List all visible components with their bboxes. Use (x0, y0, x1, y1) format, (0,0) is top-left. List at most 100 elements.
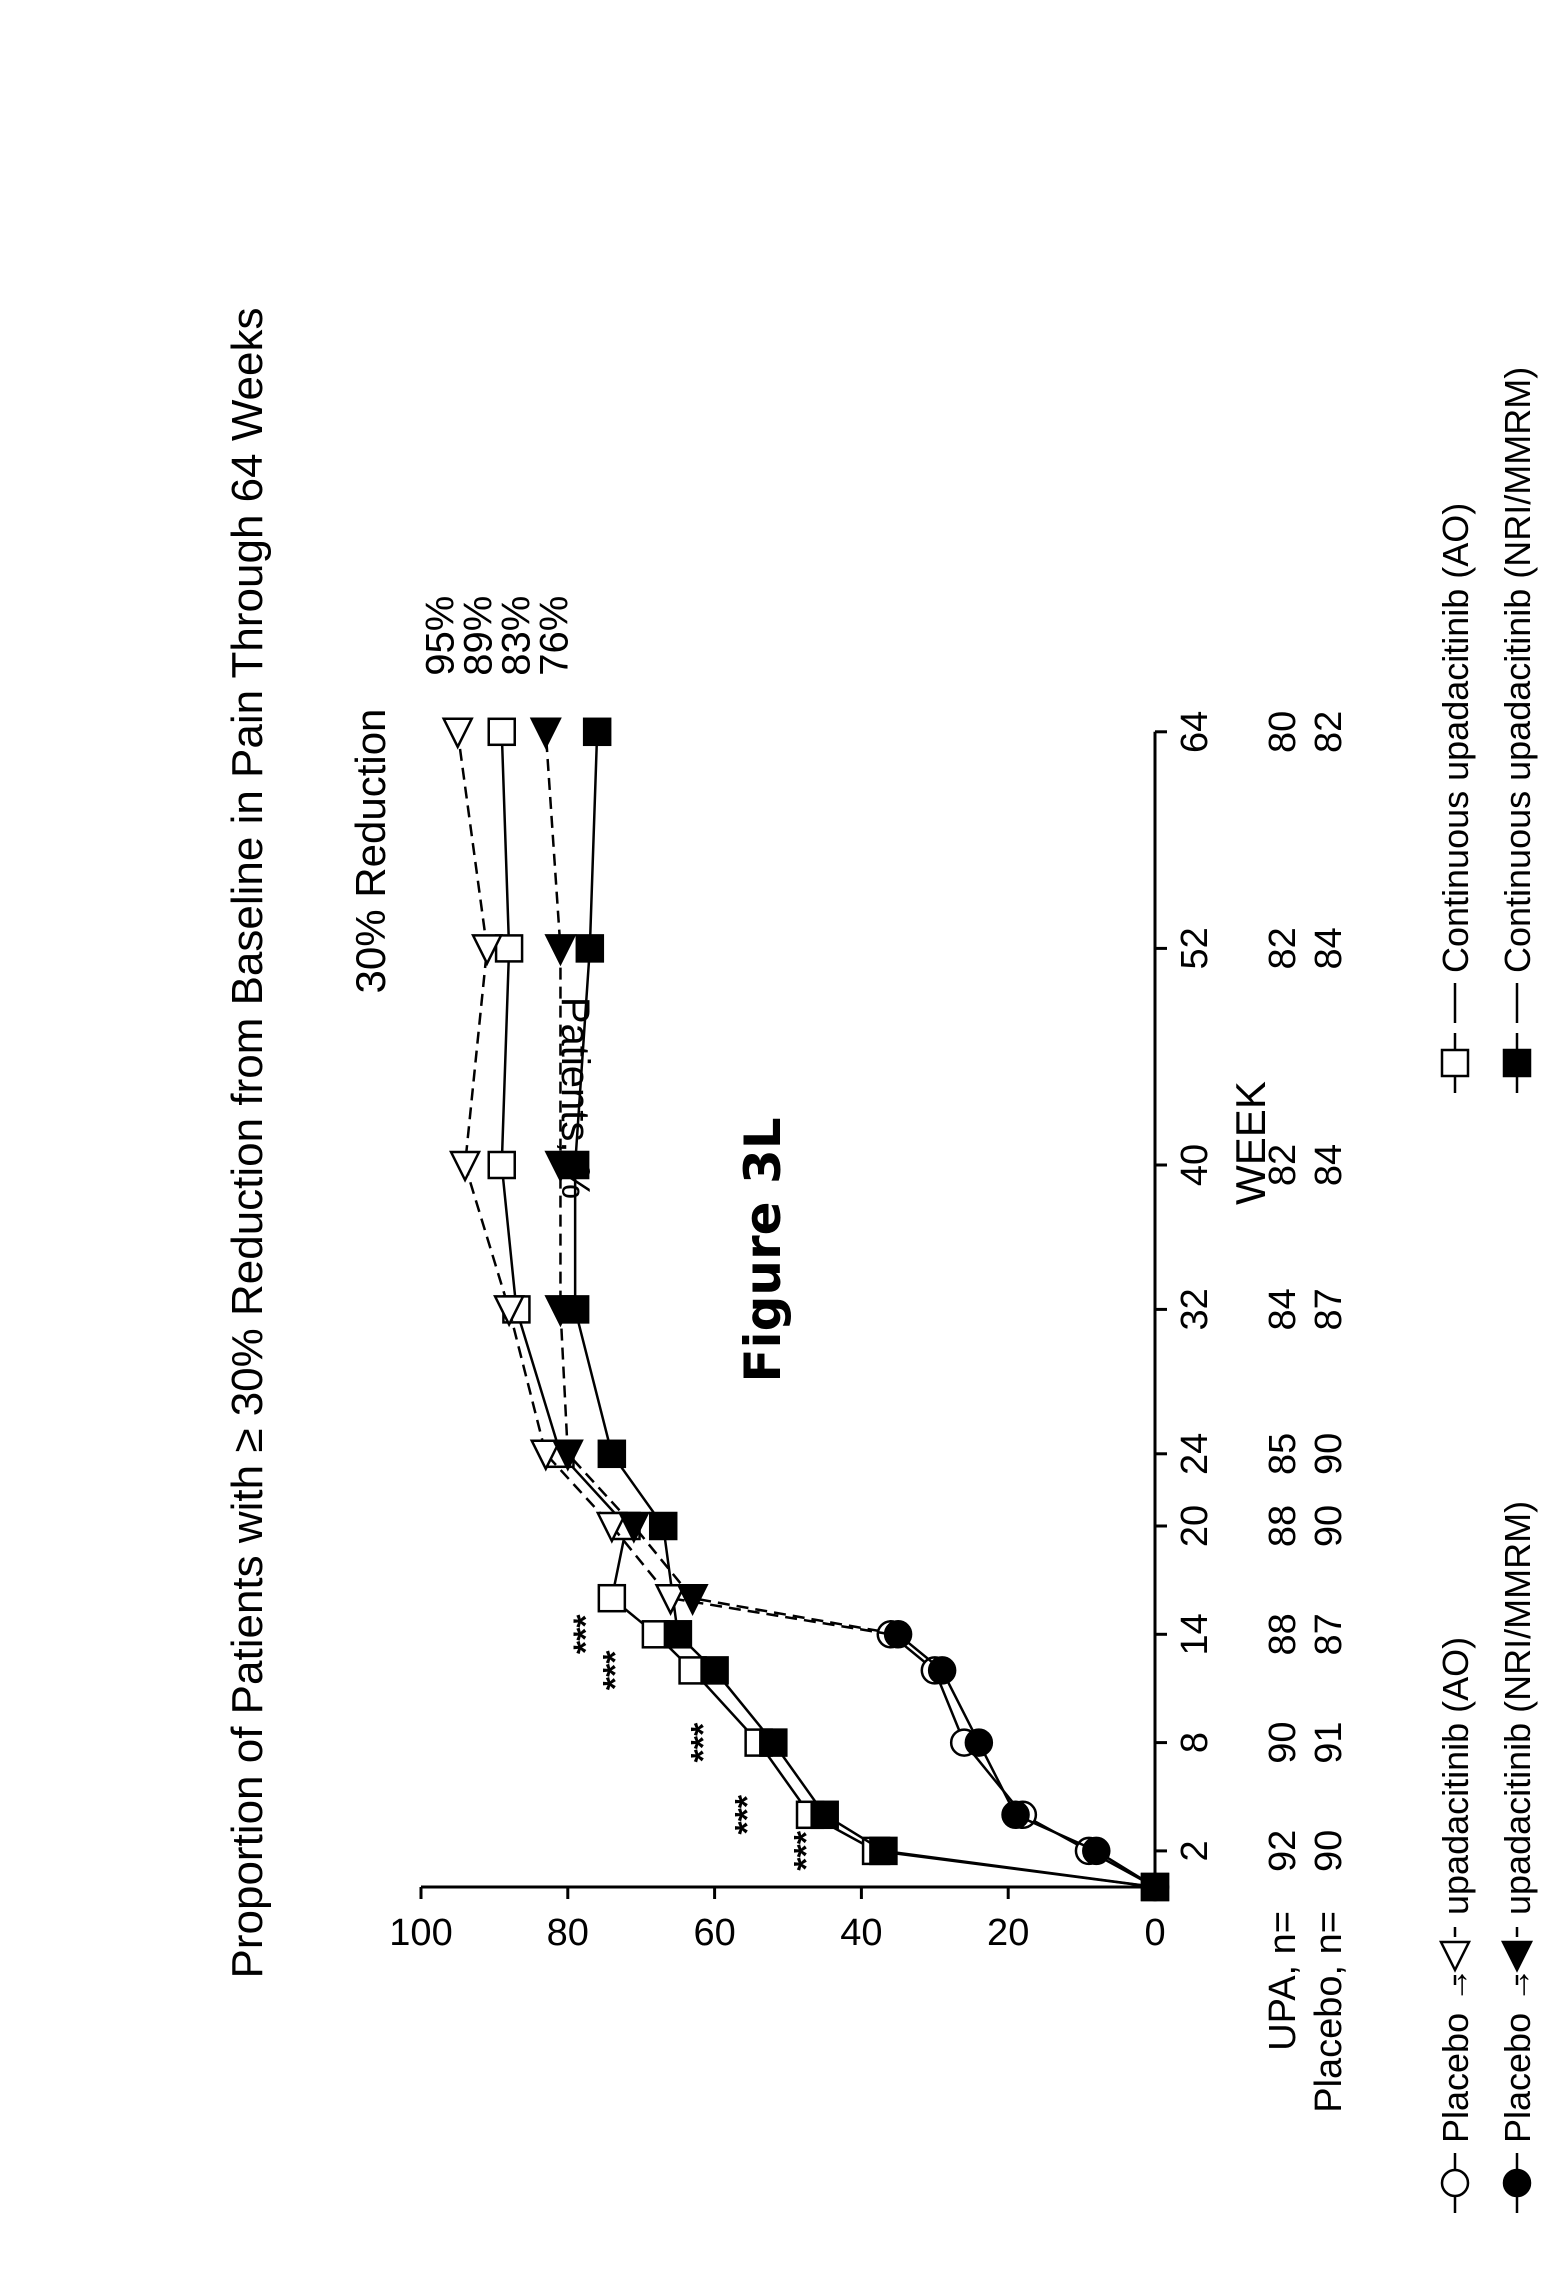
legend-text: upadacitinib (AO) (1435, 1637, 1476, 1915)
y-axis-tick-label: 80 (547, 1912, 589, 1954)
data-point (1140, 1872, 1170, 1902)
y-axis-tick-label: 40 (840, 1912, 882, 1954)
n-table-cell: 90 (1308, 1830, 1350, 1872)
rotated-plot: Proportion of Patients with ≥ 30% Reduct… (223, 308, 1538, 2213)
series-line (456, 731, 891, 1636)
data-point (964, 1728, 994, 1757)
significance-annotation: *** (685, 1722, 723, 1762)
n-table-cell: 84 (1308, 927, 1350, 969)
data-point (575, 934, 605, 963)
data-point (927, 1656, 957, 1685)
x-axis-tick-label: 40 (1174, 1144, 1216, 1186)
data-point (1082, 1836, 1111, 1866)
data-point (487, 1150, 516, 1180)
x-axis-tick-label: 64 (1174, 711, 1216, 753)
legend-symbol (1440, 2168, 1470, 2198)
chart-title: Proportion of Patients with ≥ 30% Reduct… (223, 308, 272, 1979)
y-axis-tick-label: 20 (987, 1912, 1029, 1954)
significance-annotation: *** (787, 1830, 825, 1870)
legend-prefix: Placebo → (1497, 1967, 1538, 2143)
n-table-cell: 82 (1308, 711, 1350, 753)
y-axis-tick-label: 60 (693, 1912, 735, 1954)
data-point (544, 1150, 577, 1183)
end-value-label: 89% (457, 596, 501, 676)
n-table-cell: 88 (1262, 1505, 1304, 1547)
n-table-row-label: UPA, n= (1262, 1911, 1304, 2051)
legend-symbol (1502, 1048, 1532, 1078)
x-axis-tick-label: 52 (1174, 927, 1216, 969)
n-table-cell: 90 (1262, 1721, 1304, 1763)
data-point (654, 1583, 687, 1616)
data-point (529, 1439, 562, 1472)
data-point (759, 1728, 788, 1757)
n-table-cell: 84 (1308, 1144, 1350, 1186)
data-point (1001, 1800, 1030, 1830)
data-point (551, 1439, 584, 1472)
legend-text: Continuous upadacitinib (AO) (1435, 503, 1476, 973)
data-point (493, 1295, 526, 1328)
n-table-cell: 90 (1308, 1505, 1350, 1547)
legend-text: upadacitinib (NRI/MMRM) (1497, 1501, 1538, 1915)
n-table-cell: 82 (1262, 1144, 1304, 1186)
data-point (471, 934, 504, 967)
series-line (544, 731, 899, 1636)
n-table-cell: 87 (1308, 1613, 1350, 1655)
data-point (617, 1511, 650, 1544)
n-table-cell: 91 (1308, 1721, 1350, 1763)
data-point (595, 1511, 628, 1544)
n-table-cell: 90 (1308, 1433, 1350, 1475)
n-table-cell: 92 (1262, 1830, 1304, 1872)
data-point (810, 1800, 839, 1830)
n-table-cell: 84 (1262, 1288, 1304, 1330)
significance-annotation: *** (597, 1650, 635, 1690)
data-point (663, 1620, 693, 1649)
x-axis-tick-label: 8 (1174, 1732, 1216, 1753)
series-line (573, 731, 1156, 1889)
data-point (869, 1836, 898, 1866)
end-value-label: 83% (495, 596, 539, 676)
series-line (500, 731, 1156, 1889)
n-table-cell: 82 (1262, 927, 1304, 969)
data-point (648, 1511, 678, 1541)
data-point (544, 1295, 577, 1328)
y-axis-tick-label: 100 (389, 1912, 452, 1954)
legend-symbol (1500, 1940, 1534, 1973)
data-point (494, 934, 524, 963)
x-axis-tick-label: 32 (1174, 1288, 1216, 1330)
data-point (582, 717, 612, 747)
n-table-cell: 80 (1262, 711, 1304, 753)
data-point (597, 1583, 627, 1613)
data-point (676, 1583, 709, 1616)
figure-label: Figure 3L (734, 1117, 792, 1382)
x-axis-label: WEEK (1227, 1081, 1274, 1205)
x-axis-tick-label: 2 (1174, 1840, 1216, 1861)
x-axis-tick-label: 14 (1174, 1613, 1216, 1655)
significance-annotation: *** (729, 1794, 767, 1834)
legend-symbol (1440, 1048, 1470, 1078)
n-table-cell: 87 (1308, 1288, 1350, 1330)
legend-symbol (1438, 1940, 1472, 1973)
legend-symbol (1502, 2168, 1532, 2198)
n-table-cell: 85 (1262, 1433, 1304, 1475)
data-point (529, 717, 562, 750)
data-point (441, 717, 474, 750)
n-table-cell: 88 (1262, 1613, 1304, 1655)
significance-annotation: *** (567, 1614, 605, 1654)
legend-text: Continuous upadacitinib (NRI/MMRM) (1497, 367, 1538, 973)
x-axis-tick-label: 24 (1174, 1433, 1216, 1475)
legend-prefix: Placebo → (1435, 1967, 1476, 2143)
data-point (700, 1656, 729, 1685)
data-point (544, 934, 577, 967)
x-axis-tick-label: 20 (1174, 1505, 1216, 1547)
n-table-row-label: Placebo, n= (1308, 1911, 1350, 2113)
data-point (449, 1150, 482, 1183)
data-point (487, 717, 516, 747)
plot-area: 0 20 40 60 80 100 2 8 14 20 24 32 40 52 64 95%89%83%76%… (389, 367, 1538, 2213)
end-value-label: 76% (533, 596, 577, 676)
chart-subtitle: 30% Reduction (347, 709, 394, 994)
data-point (597, 1439, 627, 1469)
y-axis-tick-label: 0 (1144, 1912, 1165, 1954)
end-value-label: 95% (419, 596, 463, 676)
